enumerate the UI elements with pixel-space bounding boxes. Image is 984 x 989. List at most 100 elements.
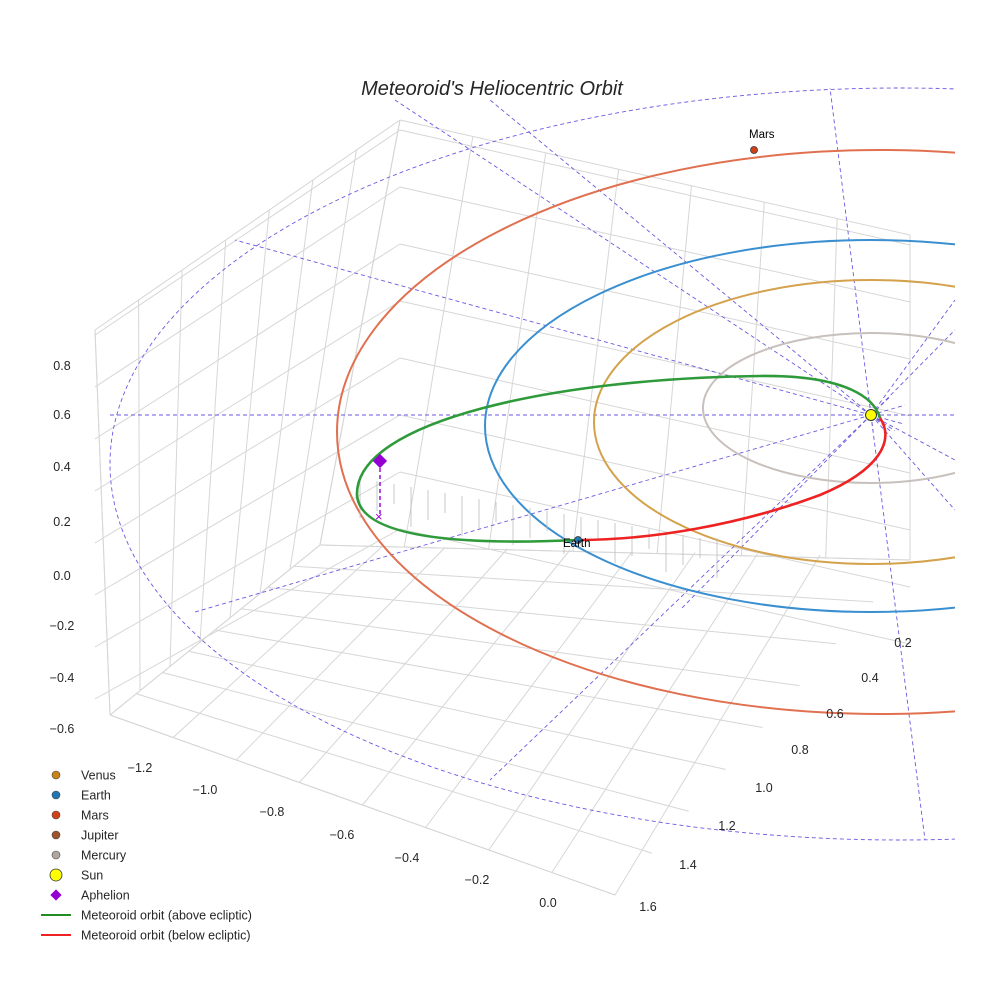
grid-line <box>293 565 874 603</box>
grid-line <box>94 471 401 648</box>
grid-line <box>136 693 653 854</box>
x-tick-mark <box>348 803 360 811</box>
grid-line <box>399 471 911 588</box>
grid-line <box>94 119 401 331</box>
reference-line <box>870 414 955 511</box>
y-tick-mark <box>748 736 760 742</box>
grid-line <box>399 357 911 474</box>
z-tick-label: 0.0 <box>53 569 70 583</box>
legend-dot-icon <box>51 810 61 820</box>
grid-line <box>94 528 401 700</box>
reference-line <box>829 87 872 416</box>
grid-line <box>169 269 183 667</box>
y-tick-label: 0.4 <box>861 671 878 685</box>
grid-line <box>399 119 911 236</box>
legend-label: Meteoroid orbit (above ecliptic) <box>81 909 252 923</box>
legend-sun-icon <box>49 868 63 882</box>
grid-line <box>825 218 838 558</box>
z-tick-mark <box>80 675 92 685</box>
mars-marker <box>750 146 758 154</box>
legend-dot-icon <box>51 770 61 780</box>
sun-marker <box>865 409 877 421</box>
z-tick-label: 0.8 <box>53 359 70 373</box>
grid-line <box>214 629 763 728</box>
legend-label: Earth <box>81 789 111 803</box>
z-tick-mark <box>80 412 92 422</box>
legend-dot-icon <box>51 850 61 860</box>
meteoroid-orbit-below <box>577 417 887 542</box>
y-tick-label: 1.2 <box>718 819 735 833</box>
reference-line <box>870 404 905 416</box>
z-tick-label: 0.4 <box>53 460 70 474</box>
grid-line <box>241 608 800 687</box>
legend-diamond-icon <box>50 889 62 901</box>
reference-line <box>394 99 872 416</box>
y-tick-label: 0.2 <box>894 636 911 650</box>
legend-label: Aphelion <box>81 889 130 903</box>
grid-line <box>94 300 401 492</box>
legend-label: Jupiter <box>81 829 119 843</box>
x-tick-label: −0.6 <box>330 828 355 842</box>
grid-line <box>138 299 141 691</box>
z-tick-mark <box>80 573 92 583</box>
earth-marker <box>574 536 582 544</box>
legend-item: Mercury <box>51 849 127 863</box>
legend-item: Meteoroid orbit (below ecliptic) <box>41 929 251 943</box>
grid-line <box>229 209 270 618</box>
grid-line <box>362 549 571 806</box>
grid-line <box>399 528 911 645</box>
legend-label: Mars <box>81 809 109 823</box>
grid-line <box>235 547 446 761</box>
legend-item: Mars <box>51 809 109 823</box>
x-tick-label: −0.8 <box>260 805 285 819</box>
reference-line <box>679 414 872 611</box>
z-tick-mark <box>80 363 92 373</box>
y-tick-mark <box>818 664 830 670</box>
venus-orbit <box>593 279 955 565</box>
x-tick-label: 0.0 <box>539 896 556 910</box>
y-tick-label: 0.8 <box>791 743 808 757</box>
legend-label: Mercury <box>81 849 127 863</box>
grid-line <box>399 186 911 303</box>
mars-orbit <box>336 149 955 715</box>
y-tick-mark <box>675 812 687 818</box>
y-tick-label: 1.6 <box>639 900 656 914</box>
x-tick-label: −1.2 <box>128 761 153 775</box>
legend-label: Meteoroid orbit (below ecliptic) <box>81 929 251 943</box>
reference-line <box>194 414 872 613</box>
z-tick-mark <box>80 623 92 633</box>
grid-line <box>399 414 911 531</box>
grid-line <box>399 243 911 360</box>
grid-line <box>289 149 357 570</box>
grid-line <box>199 239 227 643</box>
y-tick-label: 0.6 <box>826 707 843 721</box>
y-tick-mark <box>712 774 724 780</box>
grid-line <box>399 300 911 417</box>
reference-line <box>870 396 891 416</box>
legend-label: Sun <box>81 869 103 883</box>
y-tick-mark <box>636 851 648 857</box>
meteoroid-drop-lines <box>359 478 718 578</box>
y-tick-label: 1.0 <box>755 781 772 795</box>
chart-title: Meteoroid's Heliocentric Orbit <box>361 78 624 100</box>
z-tick-mark <box>80 464 92 474</box>
reference-line <box>870 414 926 841</box>
y-tick-label: 1.4 <box>679 858 696 872</box>
grid-line <box>299 548 508 783</box>
axis-ticks: 0.8 0.6 0.4 0.2 0.0 −0.2 −0.4 −0.6 −1.2 −1.0 −0.8 −… <box>50 359 912 914</box>
earth-label: Earth <box>563 538 591 550</box>
grid-line <box>94 357 401 544</box>
z-tick-label: −0.4 <box>50 671 75 685</box>
meteoroid-orbit-above <box>355 374 882 543</box>
reference-line <box>234 239 872 416</box>
grid-line <box>267 587 837 645</box>
grid-line <box>403 136 474 548</box>
grid-line <box>740 202 765 556</box>
reference-line <box>870 329 955 416</box>
grid-line <box>551 553 758 873</box>
grid-line <box>162 672 689 812</box>
x-tick-mark <box>211 758 223 766</box>
legend: Venus Earth Mars Jupiter Mercury Sun Aphelion M… <box>41 769 252 943</box>
x-tick-mark <box>278 780 290 788</box>
